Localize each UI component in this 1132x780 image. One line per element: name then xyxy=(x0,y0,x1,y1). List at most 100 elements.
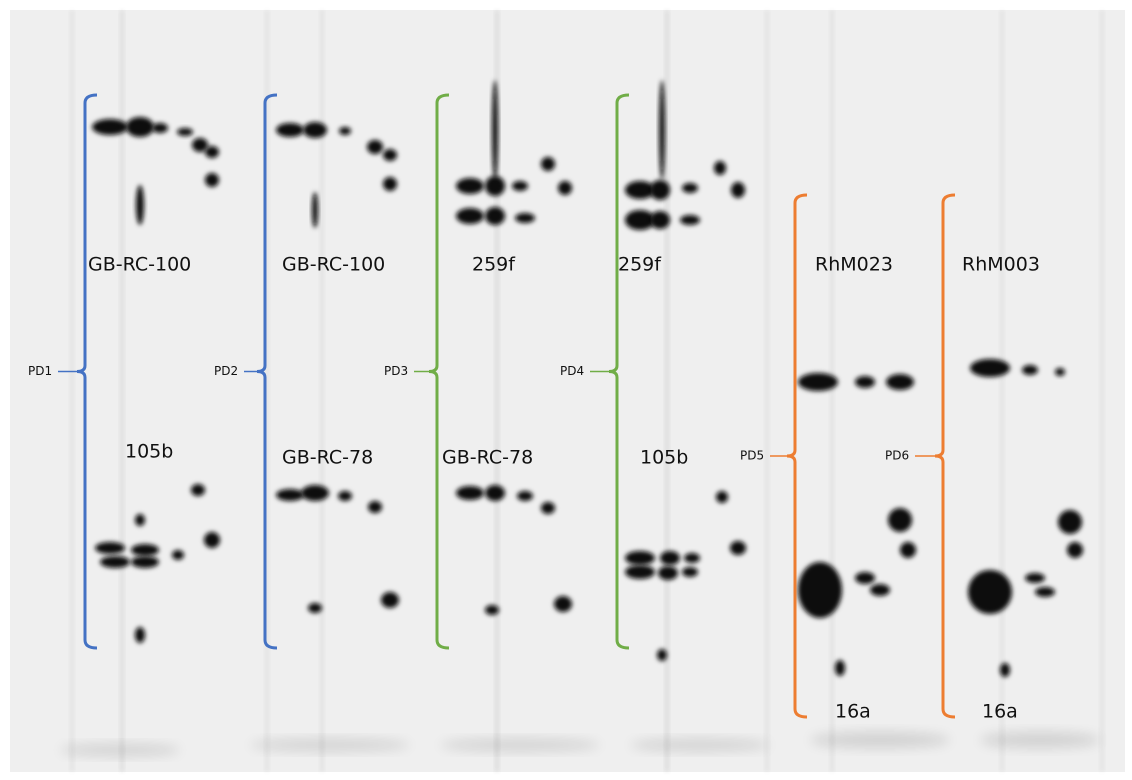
group-label: PD2 xyxy=(214,364,238,378)
gel-spot xyxy=(716,491,728,503)
gel-spot xyxy=(1055,368,1065,376)
group-label: PD1 xyxy=(28,364,52,378)
gel-spot xyxy=(191,484,205,496)
gel-spot xyxy=(1022,365,1038,375)
gel-spot xyxy=(204,532,220,548)
gel-spot xyxy=(485,176,505,196)
gel-spot xyxy=(1067,542,1083,558)
gel-spot xyxy=(730,541,746,555)
gel-spot xyxy=(1025,573,1045,583)
gel-spot xyxy=(541,502,555,514)
gel-spot xyxy=(625,551,655,565)
gel-spot xyxy=(658,566,678,580)
gel-spot xyxy=(172,550,184,560)
gel-spot xyxy=(625,210,655,230)
gel-spot xyxy=(870,584,890,596)
gel-spot xyxy=(1058,510,1082,534)
gel-spot xyxy=(338,491,352,501)
gel-spot xyxy=(855,376,875,388)
gel-spot xyxy=(135,514,145,526)
gel-streak xyxy=(265,10,269,772)
gel-background xyxy=(10,10,1125,772)
gel-spot xyxy=(381,592,399,608)
sample-label: RhM003 xyxy=(962,254,1040,276)
gel-spot xyxy=(312,192,318,228)
group-label: PD3 xyxy=(384,364,408,378)
gel-spot xyxy=(714,161,726,175)
gel-spot xyxy=(541,157,555,171)
gel-spot xyxy=(798,562,842,618)
group-label: PD4 xyxy=(560,364,584,378)
gel-spot xyxy=(192,138,208,152)
gel-spot xyxy=(650,180,670,200)
gel-spot xyxy=(303,122,327,138)
gel-spot xyxy=(177,128,193,136)
gel-spot xyxy=(657,649,667,661)
gel-spot xyxy=(798,373,838,391)
gel-spot xyxy=(682,567,698,577)
gel-spot xyxy=(92,119,128,135)
gel-spot xyxy=(682,183,698,193)
gel-spot xyxy=(152,123,168,133)
gel-spot xyxy=(136,185,144,225)
gel-spots xyxy=(60,10,1104,772)
annotations: PD1 GB-RC-100 105b PD2 GB-RC-100 GB-RC-78 PD3 2… xyxy=(28,93,1040,723)
gel-streak xyxy=(665,10,669,772)
sample-label: 259f xyxy=(472,254,516,276)
gel-spot xyxy=(900,542,916,558)
gel-spot xyxy=(368,501,382,513)
gel-spot xyxy=(492,80,498,180)
gel-spot xyxy=(100,556,130,568)
gel-spot xyxy=(301,485,329,501)
gel-spot xyxy=(1035,587,1055,597)
gel-spot xyxy=(276,123,304,137)
gel-spot xyxy=(383,177,397,191)
sample-label: RhM023 xyxy=(815,254,893,276)
gel-spot xyxy=(205,146,219,158)
gel-spot xyxy=(731,182,745,198)
gel-spot xyxy=(650,211,670,229)
gel-spot xyxy=(625,565,655,579)
gel-spot xyxy=(485,207,505,225)
gel-spot xyxy=(95,542,125,554)
gel-spot xyxy=(888,508,912,532)
gel-smear xyxy=(440,739,600,751)
gel-spot xyxy=(131,544,159,556)
gel-spot xyxy=(126,117,154,137)
gel-streak xyxy=(120,10,124,772)
sample-label: GB-RC-100 xyxy=(282,254,385,276)
gel-spot xyxy=(970,359,1010,377)
gel-streak xyxy=(320,10,324,772)
gel-spot xyxy=(680,215,700,225)
gel-spot xyxy=(554,596,572,612)
gel-spot xyxy=(131,556,159,568)
gel-spot xyxy=(512,181,528,191)
gel-spot xyxy=(625,181,655,199)
gel-streak xyxy=(1000,10,1004,772)
gel-smear xyxy=(810,732,950,748)
gel-spot xyxy=(1000,663,1010,677)
sample-label: GB-RC-78 xyxy=(282,447,373,469)
sample-label: GB-RC-78 xyxy=(442,447,533,469)
gel-smear xyxy=(630,739,770,751)
sample-label: 259f xyxy=(618,254,662,276)
gel-streak xyxy=(70,10,74,772)
gel-smear xyxy=(60,744,180,756)
gel-spot xyxy=(339,127,351,135)
sample-label: 105b xyxy=(640,447,688,469)
sample-label: 16a xyxy=(982,701,1018,723)
sample-label: GB-RC-100 xyxy=(88,254,191,276)
gel-spot xyxy=(558,181,572,195)
gel-spot xyxy=(968,570,1012,614)
gel-spot xyxy=(835,660,845,676)
gel-spot xyxy=(367,140,383,154)
gel-spot xyxy=(308,603,322,613)
sample-label: 105b xyxy=(125,441,173,463)
gel-streak xyxy=(495,10,499,772)
gel-streak xyxy=(765,10,769,772)
group-label: PD6 xyxy=(885,449,909,463)
gel-spot xyxy=(660,551,680,565)
gel-spot xyxy=(659,80,665,180)
gel-spot xyxy=(684,553,700,563)
